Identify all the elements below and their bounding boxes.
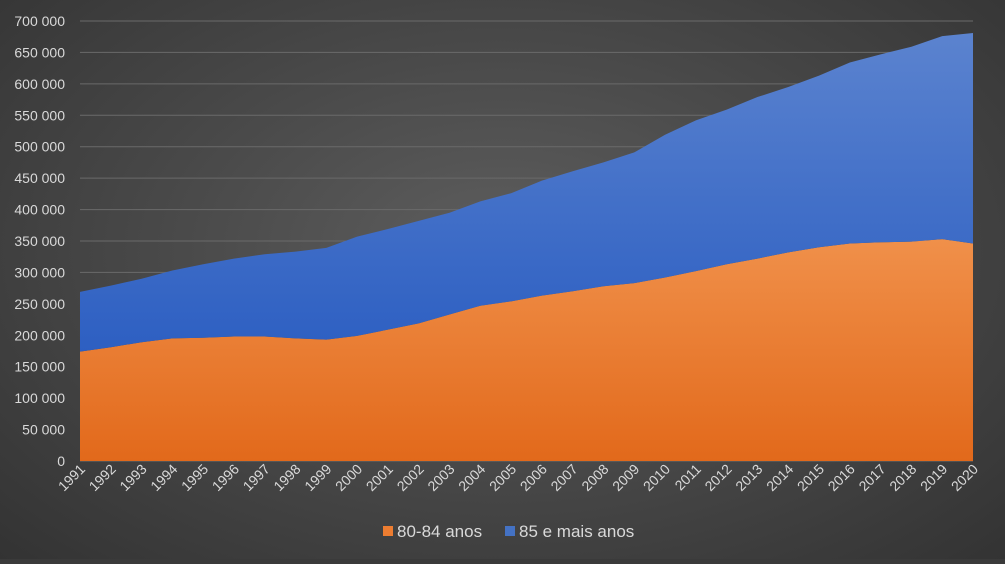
x-tick-label: 2011: [671, 461, 704, 494]
y-tick-label: 50 000: [22, 422, 65, 438]
y-tick-label: 150 000: [14, 359, 65, 375]
x-tick-label: 2002: [394, 461, 427, 494]
y-tick-label: 650 000: [14, 44, 65, 60]
x-tick-label: 2020: [948, 461, 981, 494]
x-tick-label: 1999: [301, 461, 334, 494]
x-tick-label: 2012: [701, 461, 734, 494]
legend-swatch: [383, 526, 393, 536]
y-tick-label: 400 000: [14, 202, 65, 218]
x-tick-label: 1993: [116, 461, 149, 494]
y-tick-label: 200 000: [14, 327, 65, 343]
legend-label: 80-84 anos: [397, 522, 482, 541]
x-tick-label: 2004: [455, 461, 488, 494]
x-axis: 1991199219931994199519961997199819992000…: [55, 461, 981, 494]
x-tick-label: 2003: [424, 461, 457, 494]
x-tick-label: 1995: [178, 461, 211, 494]
y-tick-label: 100 000: [14, 390, 65, 406]
x-tick-label: 2013: [732, 461, 765, 494]
legend-label: 85 e mais anos: [519, 522, 634, 541]
x-tick-label: 2007: [547, 461, 580, 494]
x-tick-label: 2005: [486, 461, 519, 494]
x-tick-label: 1998: [270, 461, 303, 494]
x-tick-label: 2016: [825, 461, 858, 494]
legend: 80-84 anos 85 e mais anos: [383, 522, 634, 541]
y-tick-label: 250 000: [14, 296, 65, 312]
x-tick-label: 2018: [886, 461, 919, 494]
y-tick-label: 300 000: [14, 264, 65, 280]
x-tick-label: 2010: [640, 461, 673, 494]
x-tick-label: 2008: [578, 461, 611, 494]
x-tick-label: 2019: [917, 461, 950, 494]
y-axis: 0 50 000 100 000 150 000 200 000 250 000 300 0…: [14, 13, 65, 469]
y-tick-label: 0: [57, 453, 65, 469]
x-tick-label: 2001: [363, 461, 396, 494]
legend-swatch: [505, 526, 515, 536]
x-tick-label: 2014: [763, 461, 796, 494]
x-tick-label: 2015: [794, 461, 827, 494]
x-tick-label: 2006: [517, 461, 550, 494]
y-tick-label: 700 000: [14, 13, 65, 29]
y-tick-label: 500 000: [14, 139, 65, 155]
area-series-2: [80, 32, 973, 352]
y-tick-label: 450 000: [14, 170, 65, 186]
y-tick-label: 350 000: [14, 233, 65, 249]
x-tick-label: 1997: [240, 461, 273, 494]
x-tick-label: 2009: [609, 461, 642, 494]
y-tick-label: 600 000: [14, 76, 65, 92]
x-tick-label: 1992: [86, 461, 119, 494]
area-series-1: [80, 239, 973, 461]
x-tick-label: 2000: [332, 461, 365, 494]
x-tick-label: 1994: [147, 461, 180, 494]
x-tick-label: 1996: [209, 461, 242, 494]
x-tick-label: 2017: [855, 461, 888, 494]
areas: [80, 32, 973, 461]
y-tick-label: 550 000: [14, 107, 65, 123]
